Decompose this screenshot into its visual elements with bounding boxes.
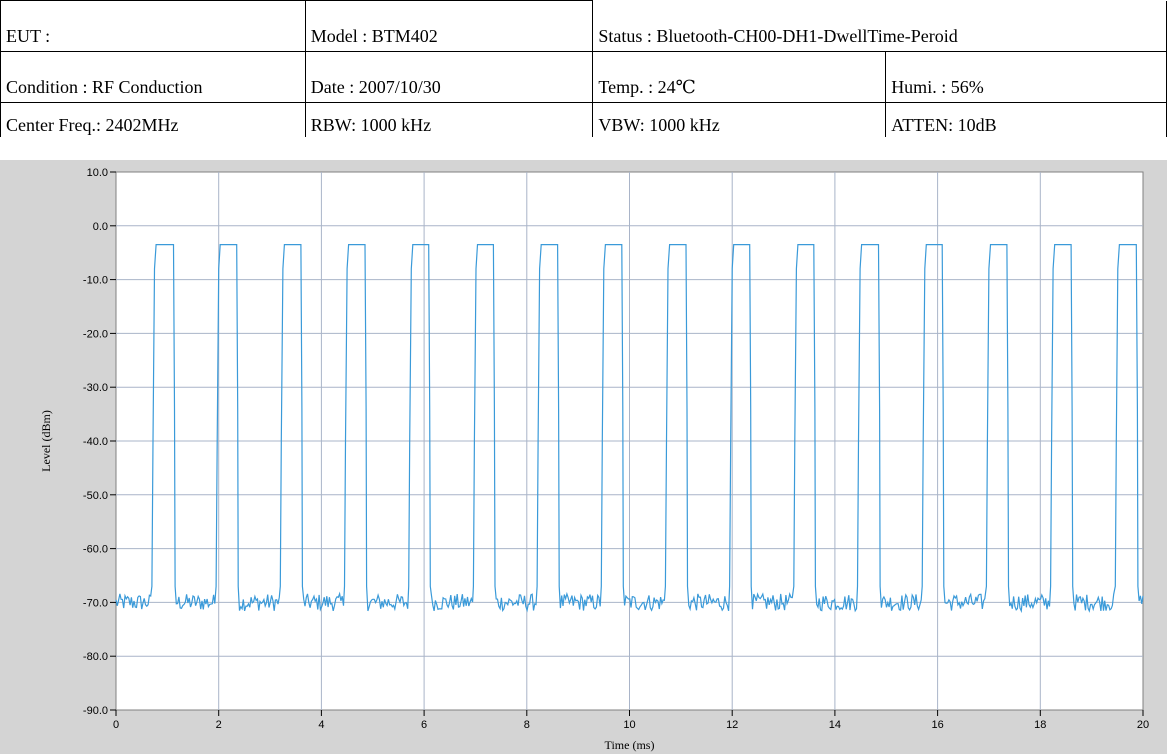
signal-trace-line: [115, 244, 1144, 614]
x-tick-label: 12: [726, 719, 738, 731]
x-tick-label: 0: [113, 719, 119, 731]
eut-cell: EUT :: [0, 0, 306, 52]
axis-ticks: 10.0 0.0 -10.0 -20.0 -30.0 -40.0 -50.0 -60.0 -70…: [83, 167, 1149, 731]
y-tick-label: -10.0: [83, 275, 108, 287]
atten-cell: ATTEN: 10dB: [885, 102, 1167, 137]
y-tick-label: -40.0: [83, 436, 108, 448]
trace-group: [115, 244, 1144, 614]
humi-cell: Humi. : 56%: [885, 51, 1167, 103]
y-tick-label: -60.0: [83, 544, 108, 556]
level-vs-time-chart: 10.0 0.0 -10.0 -20.0 -30.0 -40.0 -50.0 -60.0 -70…: [39, 167, 1149, 752]
rbw-cell: RBW: 1000 kHz: [304, 102, 594, 137]
status-cell: Status : Bluetooth-CH00-DH1-DwellTime-Pe…: [592, 0, 1167, 52]
x-tick-label: 20: [1137, 719, 1149, 731]
y-tick-label: -20.0: [83, 328, 108, 340]
x-tick-label: 16: [931, 719, 943, 731]
x-tick-label: 8: [524, 719, 530, 731]
y-tick-label: -30.0: [83, 382, 108, 394]
y-tick-label: -50.0: [83, 490, 108, 502]
x-tick-label: 2: [216, 719, 222, 731]
y-tick-label: -90.0: [83, 705, 108, 717]
plot-panel: 10.0 0.0 -10.0 -20.0 -30.0 -40.0 -50.0 -60.0 -70…: [0, 160, 1167, 754]
x-tick-label: 14: [829, 719, 841, 731]
model-cell: Model : BTM402: [304, 0, 594, 52]
x-tick-label: 10: [623, 719, 635, 731]
x-tick-label: 6: [421, 719, 427, 731]
y-axis-label: Level (dBm): [39, 410, 53, 472]
y-tick-label: 10.0: [87, 167, 108, 179]
y-tick-label: 0.0: [93, 221, 108, 233]
date-cell: Date : 2007/10/30: [304, 51, 594, 103]
temp-cell: Temp. : 24℃: [592, 51, 887, 103]
x-tick-label: 4: [318, 719, 324, 731]
x-tick-label: 18: [1034, 719, 1046, 731]
y-tick-label: -70.0: [83, 597, 108, 609]
grid-lines: [116, 172, 1143, 710]
y-tick-label: -80.0: [83, 651, 108, 663]
x-axis-label: Time (ms): [605, 738, 655, 752]
condition-cell: Condition : RF Conduction: [0, 51, 306, 103]
vbw-cell: VBW: 1000 kHz: [592, 102, 887, 137]
test-info-table: EUT : Model : BTM402 Status : Bluetooth-…: [0, 0, 1167, 137]
center-freq-cell: Center Freq.: 2402MHz: [0, 102, 306, 137]
